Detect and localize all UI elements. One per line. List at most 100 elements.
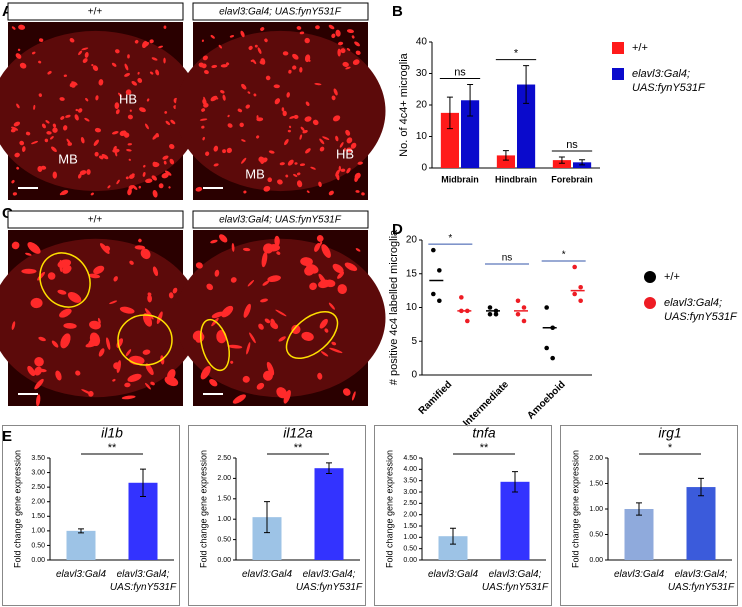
bar: [500, 481, 530, 560]
data-point: [521, 305, 527, 310]
cell: [98, 155, 104, 160]
cell: [256, 135, 260, 139]
error-bar: [450, 527, 456, 545]
cell: [155, 69, 160, 76]
cell: [305, 148, 311, 154]
region-label: HB: [119, 91, 137, 106]
data-point: [487, 311, 493, 317]
bar: [624, 509, 654, 560]
cell: [218, 44, 222, 49]
cell: [18, 24, 26, 30]
cell: [322, 136, 330, 140]
y-tick-label: 3.50: [31, 455, 45, 462]
cell: [94, 151, 99, 157]
cell: [109, 300, 118, 305]
cell: [123, 130, 126, 136]
cell: [40, 165, 47, 170]
cell: [163, 25, 167, 29]
cell: [273, 84, 280, 89]
x-tick-label: elavl3:Gal4: [56, 569, 106, 580]
cell: [169, 143, 175, 150]
cell: [346, 48, 351, 51]
y-tick-label: 0.00: [589, 557, 603, 564]
error-bar: [78, 528, 84, 534]
cell: [256, 382, 265, 390]
cell: [151, 175, 157, 181]
y-tick-label: 4.00: [403, 466, 417, 473]
cell: [324, 328, 329, 333]
cell: [335, 169, 340, 177]
bar: [552, 160, 571, 168]
cell: [57, 259, 72, 268]
cell: [278, 336, 286, 342]
cell: [287, 159, 294, 166]
cell: [93, 265, 105, 275]
cell: [247, 91, 251, 94]
cell: [270, 318, 276, 328]
cell: [97, 317, 101, 324]
cell: [262, 280, 270, 286]
cell: [219, 234, 228, 243]
significance-label: ns: [502, 253, 513, 264]
cell: [299, 134, 303, 140]
cell: [140, 248, 151, 260]
cell: [328, 190, 334, 196]
y-tick-label: 1.50: [217, 496, 231, 503]
cell: [291, 324, 301, 335]
error-bar: [512, 471, 518, 493]
cell: [145, 382, 151, 390]
cell: [316, 235, 324, 242]
cell: [145, 178, 153, 184]
panel-label: E: [2, 428, 12, 445]
cell: [36, 394, 41, 407]
x-tick-label: elavl3:Gal4: [242, 569, 292, 580]
cell: [93, 139, 100, 146]
cell: [11, 26, 16, 30]
cell: [52, 123, 57, 128]
x-tick-label: elavl3:Gal4; UAS:fynY531F: [110, 569, 177, 593]
cell: [281, 107, 285, 112]
cell: [210, 239, 218, 244]
y-tick-label: 1.00: [589, 506, 603, 513]
cell: [201, 39, 204, 43]
cell: [51, 146, 57, 153]
cell: [263, 370, 273, 381]
cell: [314, 242, 321, 252]
error-bar: [558, 156, 565, 164]
y-tick-label: 0.50: [217, 536, 231, 543]
cell: [230, 360, 234, 364]
cell: [346, 147, 353, 153]
legend-swatch: [644, 271, 656, 283]
x-tick-label: elavl3:Gal4; UAS:fynY531F: [482, 569, 549, 593]
cell: [355, 248, 361, 252]
x-tick-label: Forebrain: [551, 174, 593, 184]
cell: [315, 25, 320, 30]
cell: [346, 137, 353, 144]
cell: [65, 114, 71, 118]
cell: [227, 123, 233, 128]
bar: [686, 487, 716, 560]
data-point: [544, 305, 549, 310]
x-tick-label: elavl3:Gal4; UAS:fynY531F: [668, 569, 735, 593]
bar: [461, 100, 480, 168]
cell: [299, 67, 303, 73]
error-bar: [264, 501, 270, 534]
cell: [38, 38, 44, 42]
y-tick-label: 0.50: [403, 546, 417, 553]
error-bar: [636, 502, 642, 516]
cell: [254, 44, 258, 48]
cell: [13, 121, 21, 127]
cell: [314, 83, 322, 86]
x-tick-label: elavl3:Gal4: [614, 569, 664, 580]
cell: [33, 104, 36, 110]
cell: [75, 370, 81, 376]
image-overlays: [18, 187, 339, 395]
cell: [241, 157, 247, 164]
cell: [119, 306, 135, 314]
cell: [137, 77, 143, 83]
y-tick-label: 2.00: [217, 475, 231, 482]
cell: [131, 80, 138, 86]
error-bar: [446, 96, 453, 130]
y-tick-label: 2.50: [31, 484, 45, 491]
cell: [125, 349, 132, 357]
